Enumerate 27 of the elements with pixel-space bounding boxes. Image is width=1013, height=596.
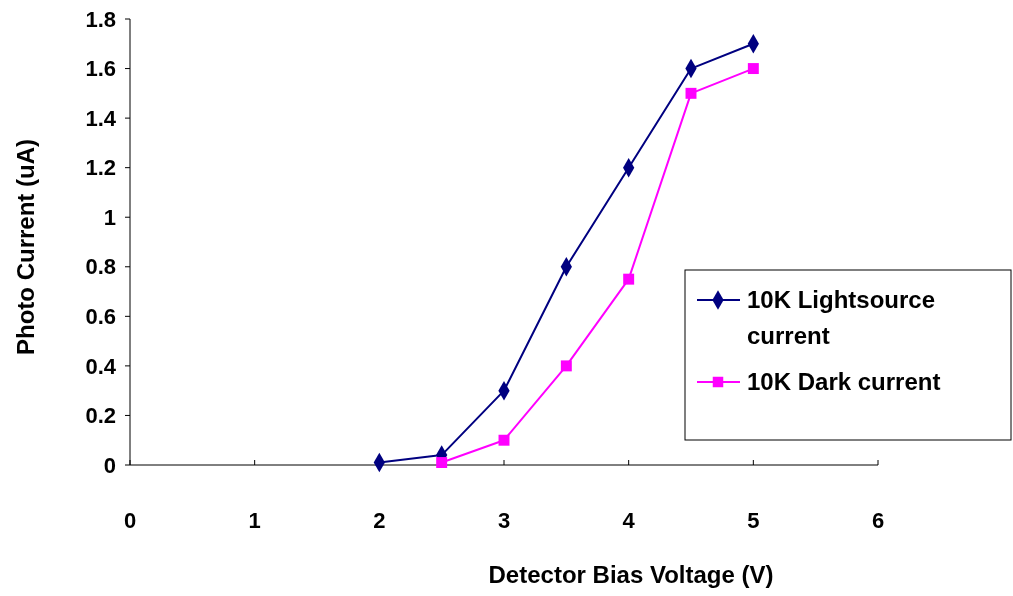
y-axis-title: Photo Current (uA) bbox=[12, 139, 39, 355]
y-tick-label: 0 bbox=[103, 452, 116, 478]
x-tick-label: 3 bbox=[497, 508, 511, 533]
y-tick-label: 1.4 bbox=[85, 105, 117, 131]
y-tick-label: 0.6 bbox=[85, 304, 116, 330]
x-tick-label: 6 bbox=[871, 508, 885, 533]
y-tick-label: 0.8 bbox=[85, 254, 116, 280]
point bbox=[747, 63, 759, 75]
y-tick-label: 0.2 bbox=[85, 403, 116, 429]
y-tick-label: 1.6 bbox=[85, 56, 116, 82]
x-tick-label: 4 bbox=[622, 508, 636, 533]
y-tick-label: 1.2 bbox=[85, 155, 116, 181]
legend-label: 10K Dark current bbox=[747, 368, 941, 396]
x-tick-label: 5 bbox=[747, 508, 760, 533]
point bbox=[560, 360, 572, 372]
y-tick-label: 0.4 bbox=[85, 353, 117, 379]
point bbox=[623, 273, 635, 285]
point bbox=[498, 434, 510, 446]
y-tick-label: 1 bbox=[103, 204, 116, 230]
point bbox=[685, 87, 697, 99]
x-axis-title: Detector Bias Voltage (V) bbox=[488, 561, 774, 588]
point bbox=[436, 457, 448, 468]
x-tick-label: 0 bbox=[123, 508, 137, 533]
y-tick-label: 1.8 bbox=[85, 6, 116, 32]
legend-label: 10K Lightsource current bbox=[747, 286, 936, 350]
x-tick-label: 1 bbox=[248, 508, 261, 533]
x-tick-label: 2 bbox=[373, 508, 386, 533]
